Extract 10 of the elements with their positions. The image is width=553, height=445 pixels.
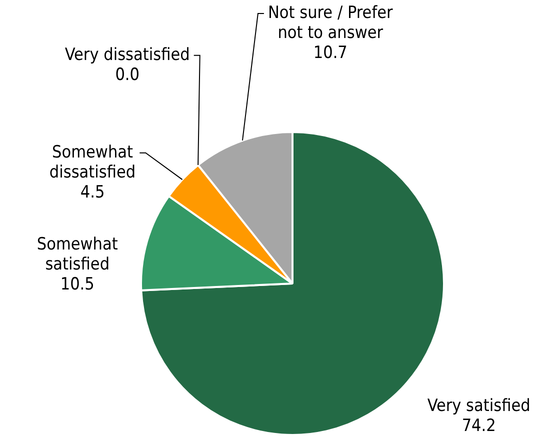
- slice-label: Somewhat dissatisfied: [49, 142, 136, 182]
- text: 0.0: [115, 64, 140, 85]
- slice-label: Not sure / Prefer not to answer: [268, 2, 394, 43]
- slice-label: Somewhat satisfied: [36, 234, 118, 275]
- slice-label: Very satisfied: [427, 396, 530, 416]
- data-label: 74.2: [462, 416, 496, 436]
- data-label: 10.7: [313, 42, 348, 63]
- data-label: 4.5: [80, 182, 105, 202]
- category-label: Very dissatisfied: [64, 44, 190, 65]
- data-label: 10.5: [60, 274, 94, 295]
